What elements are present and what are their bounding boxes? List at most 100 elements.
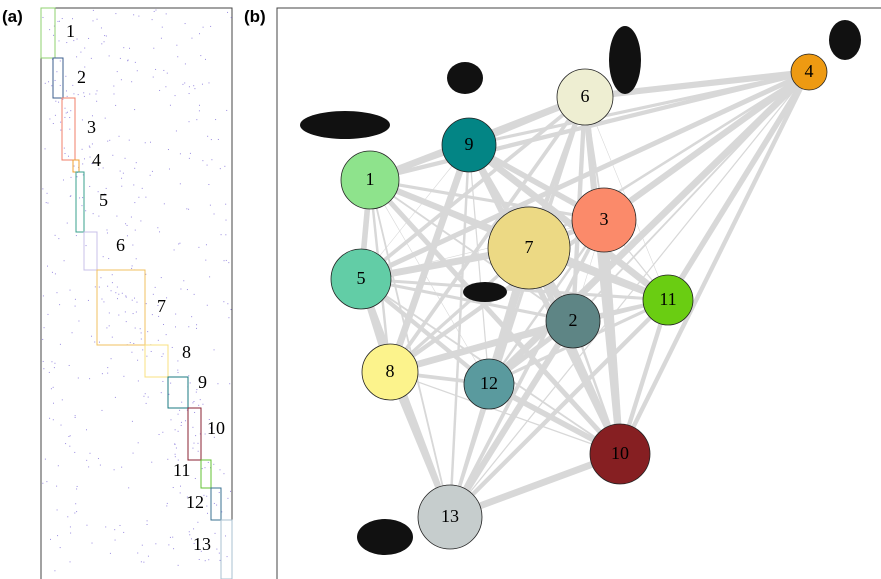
node-label: 8 [386,361,395,381]
matrix-dot [47,314,48,315]
matrix-dot [189,121,190,122]
matrix-dot [78,377,79,378]
block [201,460,211,488]
matrix-dot [135,62,136,63]
matrix-dot [167,503,168,504]
matrix-dot [175,456,176,457]
matrix-dot [83,92,84,93]
matrix-dot [82,149,83,150]
matrix-dot [200,55,201,56]
matrix-dot [126,297,127,298]
matrix-dot [69,129,70,130]
matrix-dot [106,327,107,328]
matrix-dot [68,436,69,437]
matrix-dot [60,344,61,345]
matrix-dot [70,526,71,527]
matrix-dot [196,392,197,393]
matrix-dot [98,458,99,459]
matrix-dot [141,332,142,333]
matrix-dot [137,553,138,554]
matrix-dot [198,451,199,452]
matrix-dot [196,324,197,325]
matrix-dot [202,84,203,85]
matrix-dot [105,118,106,119]
matrix-dot [91,58,92,59]
matrix-dot [75,299,76,300]
matrix-dot [152,314,153,315]
matrix-dot [196,328,197,329]
matrix-dot [82,163,83,164]
matrix-dot [78,94,79,95]
matrix-dot [161,38,162,39]
matrix-dot [106,188,107,189]
matrix-dot [194,294,195,295]
matrix-dot [58,102,59,103]
matrix-dot [121,79,122,80]
matrix-dot [161,392,162,393]
matrix-dot [173,548,174,549]
matrix-dot [137,70,138,71]
matrix-dot [227,556,228,557]
matrix-dot [180,486,181,487]
matrix-dot [208,462,209,463]
matrix-dot [117,71,118,72]
matrix-dot [44,327,45,328]
matrix-dot [226,260,227,261]
matrix-dot [89,186,90,187]
matrix-dot [75,417,76,418]
block [62,98,75,160]
matrix-dot [155,10,156,11]
matrix-dot [185,23,186,24]
block [41,8,55,58]
matrix-dot [122,293,123,294]
matrix-dot [107,367,108,368]
matrix-dot [148,556,149,557]
matrix-dot [194,412,195,413]
matrix-dot [117,287,118,288]
matrix-dot [134,298,135,299]
matrix-dot [150,142,151,143]
block-label: 12 [186,492,204,512]
matrix-dot [101,43,102,44]
matrix-dot [132,421,133,422]
matrix-dot [106,35,107,36]
matrix-dot [188,209,189,210]
matrix-dot [77,176,78,177]
matrix-dot [162,381,163,382]
matrix-dot [207,513,208,514]
matrix-dot [54,367,55,368]
matrix-dot [109,140,110,141]
matrix-dot [133,453,134,454]
matrix-dot [158,340,159,341]
matrix-dot [69,365,70,366]
matrix-dot [95,93,96,94]
matrix-dot [178,431,179,432]
matrix-dot [188,375,189,376]
matrix-dot [84,48,85,49]
matrix-dot [60,130,61,131]
matrix-dot [163,353,164,354]
matrix-dot [131,81,132,82]
matrix-dot [103,167,104,168]
node-label: 1 [366,169,375,189]
matrix-dot [172,347,173,348]
node-label: 4 [805,61,814,81]
animal-silhouette [463,282,507,302]
matrix-dot [100,277,101,278]
matrix-dot [55,235,56,236]
matrix-dot [88,300,89,301]
matrix-dot [202,404,203,405]
matrix-dot [121,186,122,187]
matrix-dot [47,193,48,194]
matrix-dot [174,443,175,444]
block [221,520,232,579]
matrix-dot [106,229,107,230]
node-label: 2 [569,310,578,330]
matrix-dot [60,60,61,61]
matrix-dot [192,427,193,428]
matrix-dot [208,559,209,560]
matrix-dot [169,394,170,395]
matrix-dot [175,429,176,430]
animal-silhouette [300,111,390,139]
matrix-dot [142,349,143,350]
